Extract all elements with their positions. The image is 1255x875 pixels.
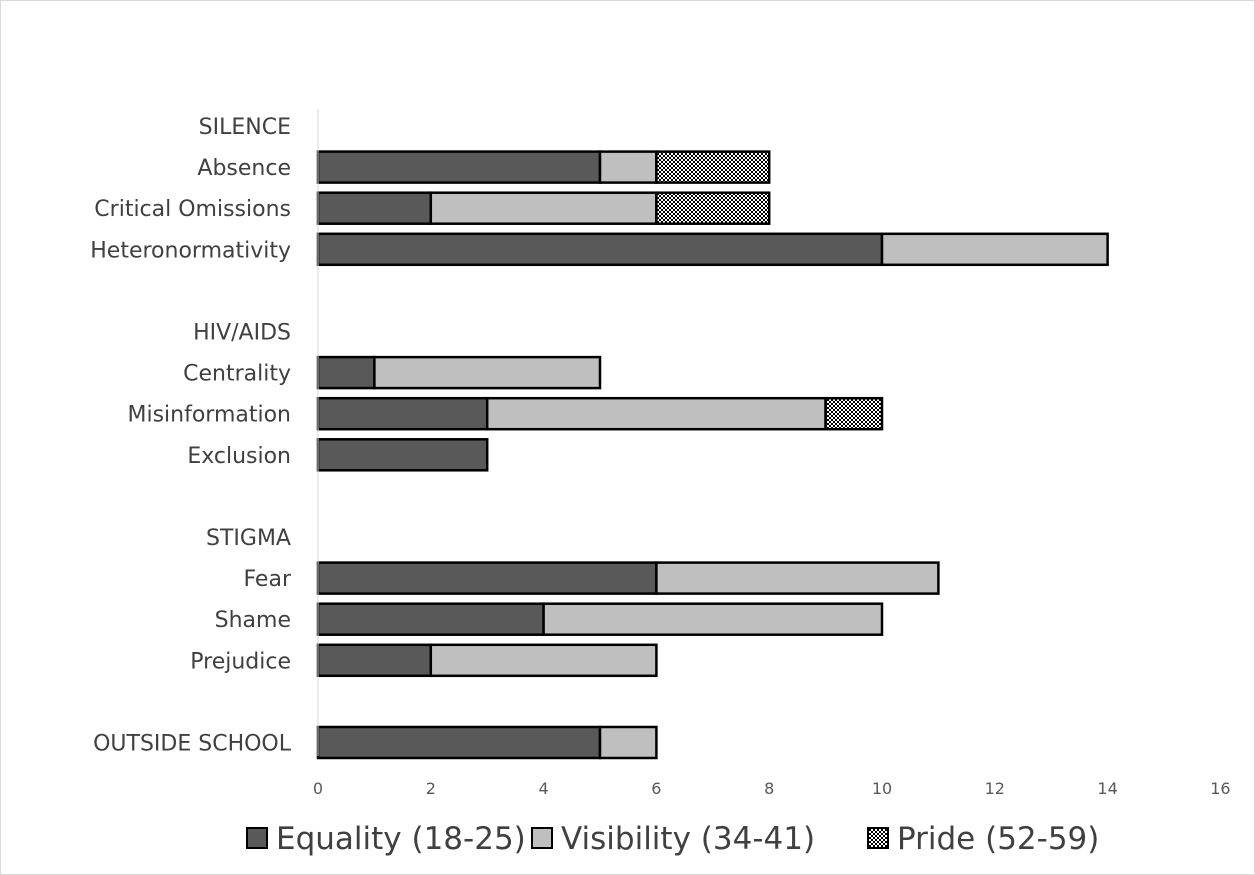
category-label-silence: SILENCE [199, 115, 291, 140]
category-label-absence: Absence [197, 156, 291, 181]
bar-centrality-equality-18-25 [316, 355, 376, 390]
legend-swatch-visibility-34-41 [531, 827, 553, 849]
bar-shame-visibility-34-41 [542, 602, 884, 636]
category-label-fear: Fear [243, 567, 291, 592]
bar-centrality-visibility-34-41 [373, 355, 602, 390]
legend-swatch-equality-18-25 [246, 827, 268, 849]
x-tick-label-12: 12 [985, 779, 1005, 798]
x-tick-label-2: 2 [426, 779, 436, 798]
bars-layer [316, 150, 1109, 760]
category-label-centrality: Centrality [183, 362, 291, 387]
x-tick-label-14: 14 [1097, 779, 1117, 798]
category-label-critical-omissions: Critical Omissions [94, 197, 291, 222]
x-tick-label-10: 10 [872, 779, 892, 798]
legend-label-equality-18-25: Equality (18-25) [276, 821, 526, 857]
category-label-hiv-aids: HIV/AIDS [193, 321, 291, 346]
x-tick-label-6: 6 [651, 779, 661, 798]
bar-fear-equality-18-25 [316, 561, 658, 595]
x-tick-label-0: 0 [313, 779, 323, 798]
category-labels: SILENCE Absence Critical Omissions Heterono… [90, 115, 292, 757]
x-tick-label-16: 16 [1210, 779, 1230, 798]
bar-heteronormativity-visibility-34-41 [880, 232, 1109, 267]
bar-misinformation-visibility-34-41 [485, 396, 827, 431]
bar-critical-omissions-visibility-34-41 [429, 191, 658, 225]
bar-absence-visibility-34-41 [598, 150, 658, 184]
bar-prejudice-visibility-34-41 [429, 643, 658, 678]
x-tick-labels: 0 2 4 6 8 10 12 14 16 [313, 779, 1231, 798]
legend: Equality (18-25) Visibility (34-41) Pride … [246, 821, 1099, 857]
bar-critical-omissions-equality-18-25 [316, 191, 433, 225]
category-label-misinformation: Misinformation [127, 403, 291, 428]
category-label-heteronormativity: Heteronormativity [90, 238, 291, 263]
bar-misinformation-equality-18-25 [316, 396, 489, 431]
bar-prejudice-equality-18-25 [316, 643, 433, 678]
bar-critical-omissions-pride-52-59 [655, 191, 771, 225]
legend-swatch-pride-52-59 [867, 827, 889, 849]
legend-label-visibility-34-41: Visibility (34-41) [561, 821, 815, 857]
x-tick-label-8: 8 [764, 779, 774, 798]
x-tick-label-4: 4 [539, 779, 549, 798]
bar-outside-school-visibility-34-41 [598, 725, 658, 760]
category-label-stigma: STIGMA [206, 526, 291, 551]
bar-fear-visibility-34-41 [655, 561, 940, 595]
bar-absence-equality-18-25 [316, 150, 602, 184]
bar-absence-pride-52-59 [655, 150, 771, 184]
legend-label-pride-52-59: Pride (52-59) [897, 821, 1099, 857]
bar-misinformation-pride-52-59 [824, 396, 884, 431]
bar-exclusion-equality-18-25 [316, 438, 489, 472]
category-label-outside-school: OUTSIDE SCHOOL [93, 732, 292, 757]
category-label-shame: Shame [215, 608, 291, 633]
bar-shame-equality-18-25 [316, 602, 545, 636]
category-label-prejudice: Prejudice [190, 649, 291, 674]
bar-outside-school-equality-18-25 [316, 725, 602, 760]
bar-heteronormativity-equality-18-25 [316, 232, 884, 267]
category-label-exclusion: Exclusion [187, 444, 291, 469]
